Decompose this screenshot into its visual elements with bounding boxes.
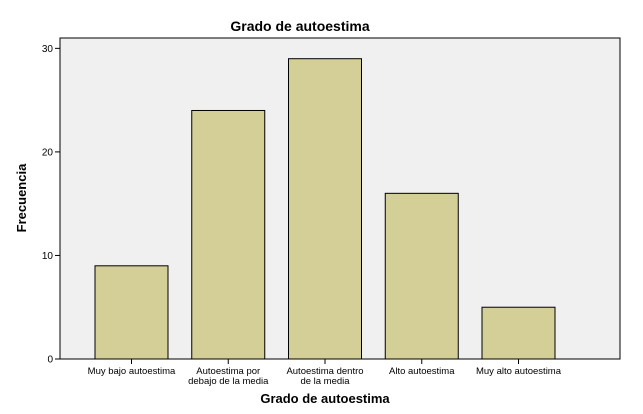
bars	[94, 58, 556, 360]
x-tick-label: Autoestima dentro	[286, 366, 363, 377]
x-tick-label: Muy alto autoestima	[476, 366, 562, 377]
x-tick-label: Muy bajo autoestima	[88, 366, 176, 377]
chart-title: Grado de autoestima	[230, 18, 369, 34]
y-tick-label: 30	[42, 44, 54, 55]
y-axis: 0 10 20 30	[42, 44, 60, 366]
x-tick-label: Alto autoestima	[389, 366, 455, 377]
x-tick-label: Autoestima por	[196, 366, 260, 377]
y-tick-label: 20	[42, 147, 54, 158]
y-tick-label: 0	[47, 355, 53, 366]
x-axis-label: Grado de autoestima	[260, 391, 390, 406]
x-axis: Muy bajo autoestima Autoestima pordebajo …	[88, 359, 562, 387]
x-tick-label: de la media	[300, 376, 350, 387]
y-axis-label: Frecuencia	[14, 163, 29, 232]
bar	[191, 109, 266, 360]
x-tick-label: debajo de la media	[188, 376, 269, 387]
bar	[481, 306, 556, 360]
bar	[94, 265, 169, 360]
y-tick-label: 10	[42, 251, 54, 262]
bar	[384, 192, 459, 360]
bar	[288, 58, 362, 360]
